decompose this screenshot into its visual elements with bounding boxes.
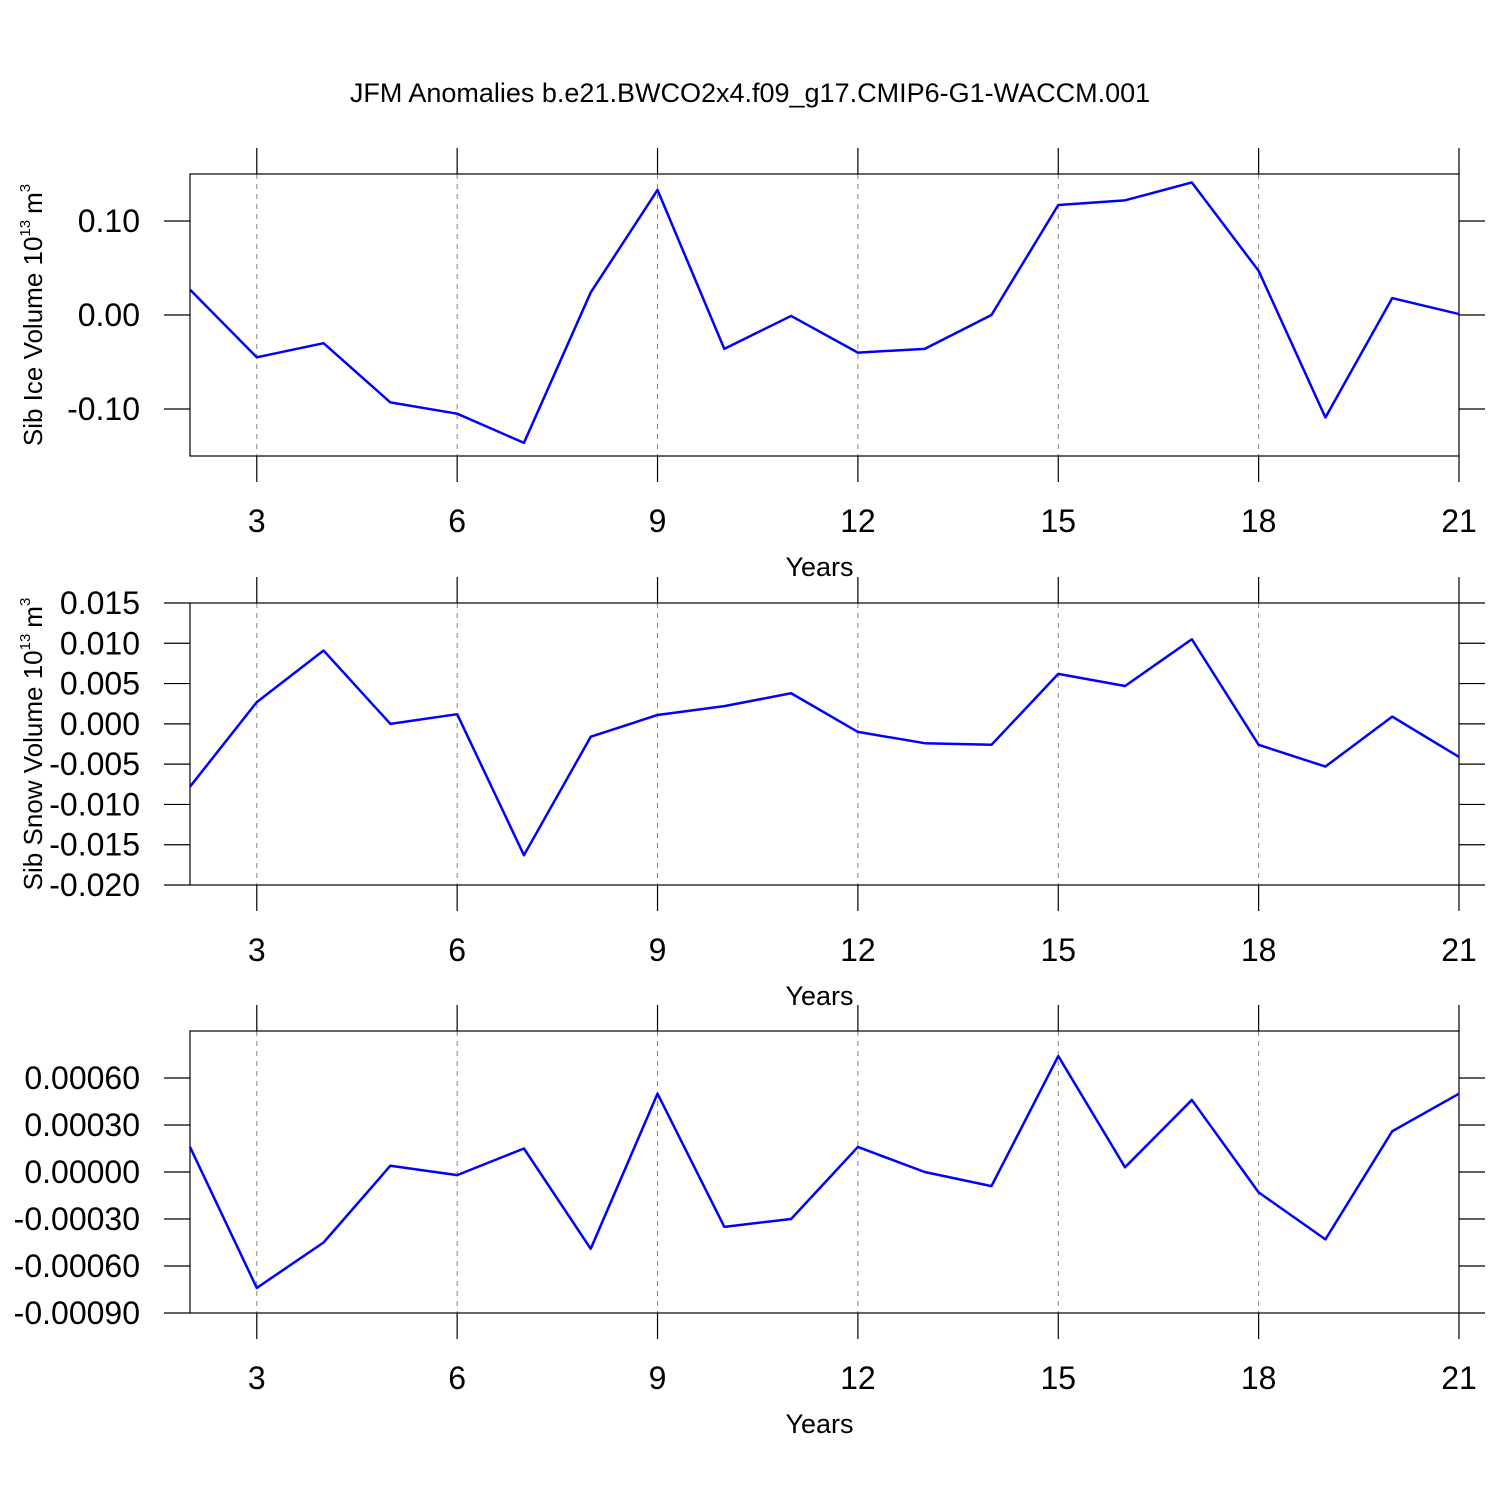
y-axis-label-superscript: 13 [17, 220, 34, 237]
y-axis-label-part: Sib Snow Volume 10 [18, 650, 48, 890]
x-tick-label: 15 [1040, 932, 1076, 968]
x-tick-label: 6 [448, 932, 466, 968]
panel: 3 6 9 12 15 18 21 0.10 0.00 -0.10 Years Sib Ice Vol… [17, 148, 1485, 582]
plot-frame [189, 173, 1460, 457]
x-axis-label: Years [785, 981, 853, 1011]
y-tick-label: 0.00000 [24, 1154, 140, 1190]
y-tick-label: -0.005 [49, 746, 140, 782]
data-line [189, 181, 1460, 445]
y-tick-label: 0.00030 [24, 1107, 140, 1143]
x-tick-label: 18 [1241, 932, 1277, 968]
y-tick-label: -0.015 [49, 827, 140, 863]
panel: 3 6 9 12 15 18 21 0.015 0.010 0.005 0.000 -0.005 -0.… [17, 577, 1485, 1011]
x-tick-label: 3 [248, 1360, 266, 1396]
y-axis-label: Sib Ice Volume 1013 m3 [17, 184, 48, 446]
x-tick-label: 3 [248, 932, 266, 968]
y-tick-label: -0.00060 [14, 1248, 140, 1284]
y-tick-label: -0.010 [49, 786, 140, 822]
x-tick-label: 18 [1241, 1360, 1277, 1396]
x-tick-label: 21 [1441, 932, 1477, 968]
y-axis-label-superscript: 3 [17, 598, 34, 606]
y-tick-label: -0.00030 [14, 1201, 140, 1237]
y-axis-label-part: Sib Ice Volume 10 [18, 237, 48, 447]
x-tick-label: 9 [649, 503, 667, 539]
y-tick-label: -0.00090 [14, 1295, 140, 1331]
y-axis-label-superscript: 3 [17, 184, 34, 192]
chart-title: JFM Anomalies b.e21.BWCO2x4.f09_g17.CMIP… [350, 78, 1150, 108]
x-tick-label: 9 [649, 1360, 667, 1396]
x-tick-label: 9 [649, 932, 667, 968]
x-tick-label: 12 [840, 1360, 876, 1396]
y-tick-label: -0.020 [49, 867, 140, 903]
x-tick-label: 6 [448, 1360, 466, 1396]
y-axis-label: Sib Snow Volume 1013 m3 [17, 598, 48, 891]
y-tick-label: 0.00060 [24, 1060, 140, 1096]
x-tick-label: 15 [1040, 1360, 1076, 1396]
panel: 3 6 9 12 15 18 21 0.00060 0.00030 0.00000 -0.00030… [14, 1005, 1485, 1439]
y-tick-label: 0.005 [60, 666, 140, 702]
x-tick-label: 3 [248, 503, 266, 539]
x-tick-label: 6 [448, 503, 466, 539]
y-tick-label: 0.00 [78, 297, 140, 333]
data-line [189, 638, 1460, 857]
x-tick-label: 12 [840, 503, 876, 539]
x-axis-label: Years [785, 1409, 853, 1439]
y-tick-label: 0.010 [60, 625, 140, 661]
y-axis-label-part: m [18, 606, 48, 628]
x-tick-label: 15 [1040, 503, 1076, 539]
plot-frame [189, 602, 1460, 886]
x-tick-label: 12 [840, 932, 876, 968]
y-tick-label: -0.10 [67, 391, 140, 427]
x-tick-label: 21 [1441, 1360, 1477, 1396]
y-tick-label: 0.10 [78, 203, 140, 239]
y-axis-label-superscript: 13 [17, 634, 34, 651]
x-tick-label: 21 [1441, 503, 1477, 539]
x-axis-label: Years [785, 552, 853, 582]
x-tick-label: 18 [1241, 503, 1277, 539]
data-line [188, 1054, 1460, 1290]
plot-frame [189, 1030, 1460, 1314]
y-tick-label: 0.000 [60, 706, 140, 742]
y-axis-label-part: m [18, 192, 48, 214]
y-tick-label: 0.015 [60, 585, 140, 621]
